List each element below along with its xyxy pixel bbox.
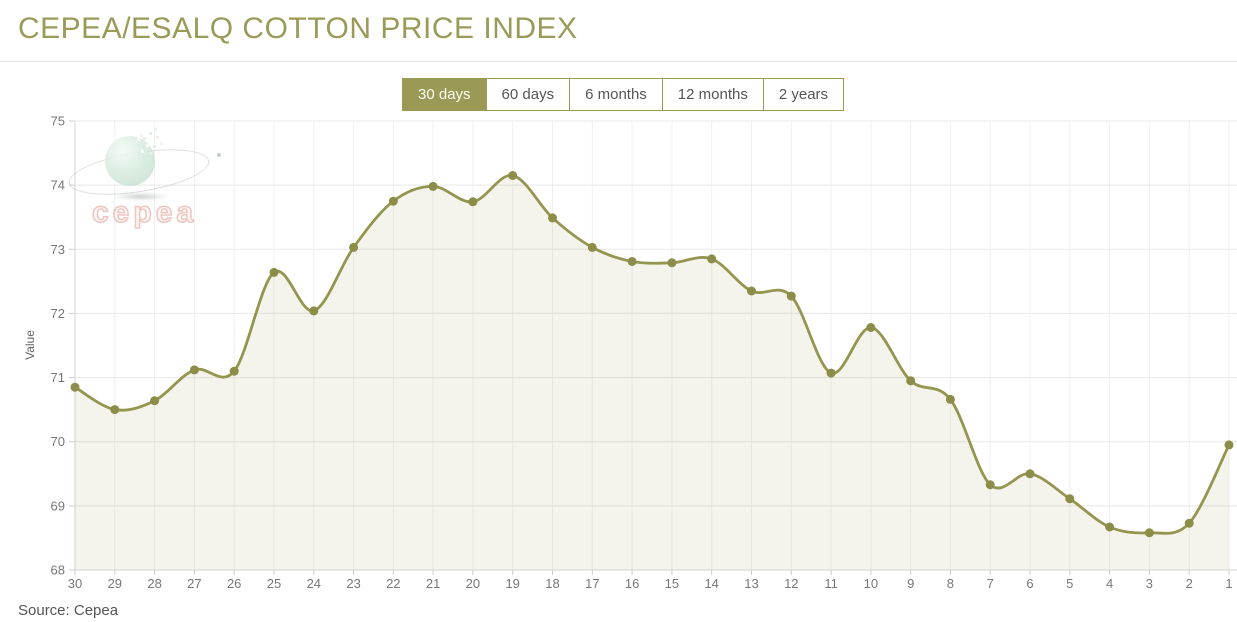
data-point[interactable] (866, 323, 876, 332)
x-tick-label: 26 (227, 576, 241, 591)
x-tick-label: 16 (625, 576, 639, 591)
data-point[interactable] (349, 242, 359, 252)
x-tick-label: 22 (386, 576, 400, 591)
x-tick-label: 9 (907, 576, 914, 591)
y-tick-label: 70 (51, 434, 65, 449)
x-tick-label: 27 (187, 576, 201, 591)
data-point[interactable] (747, 286, 756, 296)
data-point[interactable] (1224, 440, 1234, 450)
x-tick-label: 13 (744, 576, 758, 591)
tab-12-months[interactable]: 12 months (661, 78, 764, 111)
x-tick-label: 14 (704, 576, 718, 591)
data-point[interactable] (309, 306, 319, 316)
data-point[interactable] (70, 382, 80, 392)
time-range-tabs: 30 days 60 days 6 months 12 months 2 yea… (402, 78, 845, 111)
data-point[interactable] (269, 267, 279, 277)
x-tick-label: 12 (784, 576, 798, 591)
x-tick-label: 21 (426, 576, 440, 591)
tab-60-days[interactable]: 60 days (485, 78, 571, 111)
data-point[interactable] (1065, 494, 1075, 504)
data-point[interactable] (1105, 522, 1115, 532)
data-point[interactable] (587, 242, 597, 252)
x-tick-label: 5 (1066, 576, 1073, 591)
tab-2-years[interactable]: 2 years (762, 78, 845, 111)
x-tick-label: 24 (307, 576, 321, 591)
data-point[interactable] (1144, 528, 1154, 538)
y-tick-label: 75 (51, 114, 65, 129)
x-tick-label: 4 (1106, 576, 1113, 591)
data-point[interactable] (189, 365, 199, 375)
x-tick-label: 30 (68, 576, 82, 591)
source-label: Source: Cepea (18, 602, 119, 619)
y-tick-label: 68 (51, 563, 65, 578)
data-point[interactable] (985, 480, 995, 490)
x-tick-label: 18 (545, 576, 559, 591)
data-point[interactable] (428, 181, 438, 191)
y-tick-label: 74 (51, 178, 65, 193)
x-tick-label: 15 (665, 576, 679, 591)
data-point[interactable] (229, 366, 239, 376)
title-divider (0, 61, 1237, 62)
x-tick-label: 20 (466, 576, 480, 591)
tab-6-months[interactable]: 6 months (569, 78, 663, 111)
x-tick-label: 19 (505, 576, 519, 591)
x-tick-label: 8 (947, 576, 954, 591)
data-point[interactable] (1025, 469, 1035, 479)
data-point[interactable] (945, 394, 955, 404)
page-title: CEPEA/ESALQ COTTON PRICE INDEX (18, 12, 578, 45)
y-tick-label: 71 (51, 370, 65, 385)
y-tick-label: 72 (51, 306, 65, 321)
x-tick-label: 3 (1146, 576, 1153, 591)
x-tick-label: 7 (987, 576, 994, 591)
data-point[interactable] (826, 368, 836, 378)
x-tick-label: 2 (1186, 576, 1193, 591)
data-point[interactable] (548, 213, 557, 223)
y-tick-label: 73 (51, 242, 65, 257)
x-tick-label: 28 (147, 576, 161, 591)
data-point[interactable] (150, 396, 160, 406)
tab-30-days[interactable]: 30 days (402, 78, 487, 111)
x-tick-label: 11 (824, 576, 838, 591)
x-tick-label: 6 (1026, 576, 1033, 591)
x-tick-label: 23 (346, 576, 360, 591)
data-point[interactable] (388, 196, 398, 206)
data-point[interactable] (627, 257, 637, 266)
data-point[interactable] (707, 254, 717, 264)
data-point[interactable] (468, 197, 478, 207)
y-tick-label: 69 (51, 498, 65, 513)
x-tick-label: 1 (1225, 576, 1232, 591)
data-point[interactable] (1184, 518, 1194, 528)
x-tick-label: 10 (864, 576, 878, 591)
data-point[interactable] (906, 376, 916, 386)
data-point[interactable] (508, 171, 518, 180)
y-axis-title: Value (23, 330, 37, 360)
x-tick-label: 29 (108, 576, 122, 591)
data-point[interactable] (110, 405, 120, 415)
data-point[interactable] (786, 291, 796, 301)
series-area-fill (75, 175, 1229, 570)
x-tick-label: 17 (585, 576, 599, 591)
x-tick-label: 25 (267, 576, 281, 591)
data-point[interactable] (667, 258, 677, 268)
